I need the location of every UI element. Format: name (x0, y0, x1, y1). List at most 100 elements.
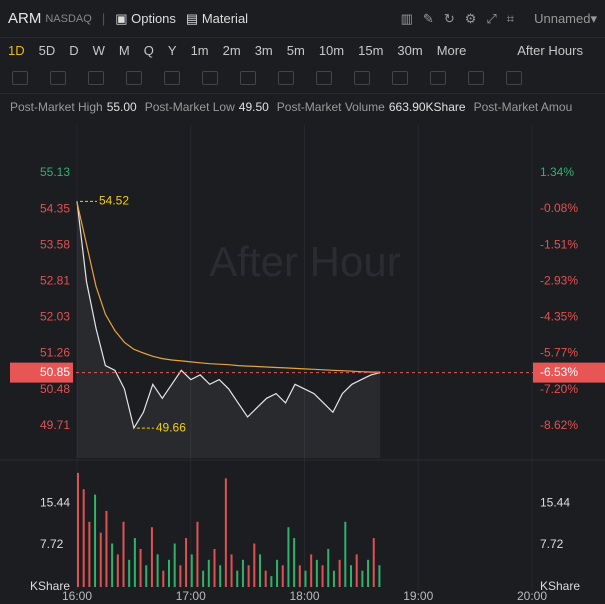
volume-bar (281, 565, 284, 587)
volume-bar (372, 538, 375, 587)
tool-icon[interactable] (430, 70, 446, 85)
chart: After Hour 16:00 17:00 18:00 19:00 20:00 55.1… (0, 125, 605, 603)
tool-icon[interactable] (240, 70, 256, 85)
volume-bar (122, 521, 125, 587)
timeframe[interactable]: Y (167, 42, 177, 58)
volume-tick-label: 15.44 (40, 495, 70, 509)
volume-bar (105, 510, 108, 587)
y2-tick-label: 1.34% (540, 165, 574, 179)
y-tick-label: 52.81 (40, 273, 70, 287)
volume-bar (213, 548, 216, 587)
tool-icon[interactable] (88, 70, 104, 85)
timeframe[interactable]: 2m (222, 42, 241, 58)
volume-bar (128, 559, 131, 587)
more-button[interactable]: More (436, 42, 467, 58)
y2-tick-label: -4.35% (540, 310, 578, 324)
layout-button[interactable]: Unnamed▾ (534, 10, 597, 26)
volume-bar (88, 521, 91, 587)
header: ARM NASDAQ | ▣ Options ▤ Material ▥✎↻⚙⤢⌗… (0, 0, 605, 38)
tool-icon[interactable] (126, 70, 142, 85)
timeframes: 1D 5D D W M Q Y 1m 2m 3m 5m 10m 15m 30m More After Hour… (0, 38, 605, 62)
last-change-label: -6.53% (540, 365, 578, 379)
volume-bar (338, 559, 341, 587)
timeframe[interactable]: 1D (8, 42, 25, 58)
volume-tick-label-right: KShare (540, 579, 580, 593)
tool-icon[interactable] (392, 70, 408, 85)
tool-icon[interactable] (354, 70, 370, 85)
volume-bar (253, 543, 256, 587)
volume-bar (293, 538, 296, 587)
volume-bar (230, 554, 233, 587)
y2-tick-label: -1.51% (540, 237, 578, 251)
toolbar-icons[interactable]: ▥✎↻⚙⤢⌗ (400, 10, 525, 26)
timeframe[interactable]: Q (143, 42, 154, 58)
tool-icon[interactable] (12, 70, 28, 85)
volume-bar (111, 543, 114, 587)
volume-bar (315, 559, 318, 587)
tool-icon[interactable] (202, 70, 218, 85)
tool-icon[interactable] (468, 70, 484, 85)
volume-tick-label-right: 7.72 (540, 537, 564, 551)
volume-bar (327, 548, 330, 587)
separator: | (101, 11, 106, 26)
y2-tick-label: -8.62% (540, 418, 578, 432)
timeframe[interactable]: 15m (358, 42, 384, 58)
watermark: After Hour (209, 238, 400, 285)
stat-value: 49.50 (238, 100, 269, 114)
volume-tick-label: 7.72 (40, 537, 64, 551)
tool-icon[interactable] (506, 70, 522, 85)
volume-bar (259, 554, 261, 587)
volume-bar (162, 570, 165, 587)
volume-bar (179, 565, 182, 587)
volume-bar (82, 489, 85, 587)
volume-bar (298, 565, 301, 587)
timeframe[interactable]: 5D (38, 42, 56, 58)
symbol[interactable]: ARM (8, 10, 42, 27)
timeframe[interactable]: 1m (190, 42, 209, 58)
timeframe[interactable]: 10m (318, 42, 345, 58)
timeframe[interactable]: 30m (397, 42, 423, 58)
volume-bar (99, 532, 102, 587)
y-tick-label: 52.03 (40, 310, 70, 324)
volume-bar (304, 570, 307, 587)
y2-tick-label: -5.77% (540, 346, 578, 360)
stat-label: Post-Market Low (144, 100, 235, 114)
timeframe[interactable]: D (69, 42, 79, 58)
timeframe[interactable]: M (118, 42, 130, 58)
volume-bar (241, 559, 244, 587)
y-tick-label: 50.48 (40, 382, 70, 396)
volume-bar (196, 521, 199, 587)
timeframe[interactable]: 3m (254, 42, 273, 58)
last-price-label: 50.85 (40, 365, 70, 379)
tool-icon[interactable] (50, 70, 66, 85)
tool-icon[interactable] (164, 70, 180, 85)
volume-bar (77, 472, 79, 587)
timeframe[interactable]: W (92, 42, 105, 58)
volume-bar (202, 570, 205, 587)
volume-bar (332, 570, 335, 587)
volume-bar (173, 543, 176, 587)
volume-bar (150, 527, 153, 587)
y-tick-label: 53.58 (40, 237, 70, 251)
volume-bar (236, 570, 239, 587)
y-tick-label: 51.26 (40, 346, 70, 360)
exchange: NASDAQ (45, 12, 92, 25)
annotation: 54.52 (99, 194, 129, 208)
volume-bar (185, 538, 188, 587)
material-button[interactable]: ▤ Material (185, 10, 249, 26)
tool-icon[interactable] (316, 70, 332, 85)
volume-bar (287, 527, 290, 587)
volume-bar (270, 576, 273, 587)
options-button[interactable]: ▣ Options (115, 10, 176, 26)
timeframe[interactable]: 5m (286, 42, 305, 58)
material-label: Material (201, 10, 249, 26)
x-tick-label: 17:00 (176, 589, 206, 603)
volume-bar (219, 565, 222, 587)
stat-label: Post-Market Volume (276, 100, 385, 114)
session-button[interactable]: After Hours (517, 42, 583, 58)
stat-label: Post-Market High (10, 100, 103, 114)
y2-tick-label: -0.08% (540, 201, 578, 215)
x-tick-label: 20:00 (517, 589, 547, 603)
tool-icon[interactable] (278, 70, 294, 85)
